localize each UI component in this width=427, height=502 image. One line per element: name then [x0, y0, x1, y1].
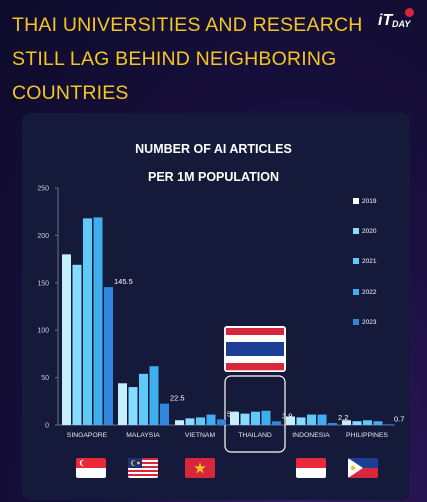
- bar-vietnam-2019: [175, 420, 184, 425]
- bar-malaysia-2021: [139, 373, 148, 425]
- x-tick-label-philippines: PHILIPPINES: [346, 432, 388, 439]
- bar-thailand-2023: [272, 421, 281, 425]
- legend-swatch-2019: [353, 198, 359, 204]
- bar-indonesia-2021: [307, 414, 316, 425]
- bar-philippines-2020: [352, 421, 362, 425]
- chart-title: NUMBER OF AI ARTICLES PER 1M POPULATION: [0, 135, 427, 191]
- x-tick-label-thailand: THAILAND: [238, 432, 272, 439]
- x-tick-label-vietnam: VIETNAM: [185, 432, 216, 439]
- bar-philippines-2019: [342, 420, 351, 425]
- brand-logo-it: iT: [378, 12, 393, 29]
- data-label-indonesia: 2.2: [338, 413, 348, 422]
- brand-logo-dot-icon: [405, 8, 414, 17]
- y-tick-label: 100: [37, 328, 49, 335]
- legend-label-2023: 2023: [362, 319, 377, 326]
- bar-philippines-2023: [384, 424, 393, 425]
- brand-logo: iT DAY: [376, 8, 416, 32]
- legend-swatch-2022: [353, 289, 359, 295]
- bar-malaysia-2020: [128, 387, 138, 425]
- bar-indonesia-2022: [317, 414, 327, 425]
- y-tick-label: 250: [37, 186, 49, 193]
- legend-swatch-2020: [353, 228, 359, 234]
- x-tick-label-malaysia: MALAYSIA: [126, 432, 160, 439]
- thailand-flag-stripe: [226, 342, 284, 350]
- data-label-singapore: 145.5: [114, 277, 133, 286]
- bar-philippines-2022: [373, 421, 383, 425]
- headline-line-2: STILL LAG BEHIND NEIGHBORING: [12, 48, 337, 70]
- bar-singapore-2020: [72, 264, 82, 425]
- thailand-flag-stripe: [226, 363, 284, 371]
- bar-malaysia-2022: [149, 366, 159, 425]
- legend-label-2019: 2019: [362, 198, 377, 205]
- bar-indonesia-2023: [328, 422, 337, 425]
- bar-vietnam-2022: [206, 414, 216, 425]
- bar-malaysia-2019: [118, 383, 127, 425]
- brand-logo-text: DAY: [392, 19, 411, 29]
- bar-thailand-2021: [251, 411, 260, 425]
- x-tick-label-singapore: SINGAPORE: [67, 432, 108, 439]
- bar-singapore-2023: [104, 287, 113, 425]
- bar-indonesia-2020: [296, 417, 306, 425]
- malaysia-flag: [128, 458, 158, 478]
- data-label-thailand: 3.9: [282, 411, 292, 420]
- singapore-flag: [76, 458, 106, 478]
- data-label-malaysia: 22.5: [170, 394, 185, 403]
- philippines-flag: [348, 458, 378, 478]
- bar-vietnam-2020: [185, 418, 195, 425]
- bar-singapore-2022: [93, 217, 103, 425]
- legend-swatch-2023: [353, 319, 359, 325]
- y-tick-label: 0: [45, 423, 49, 430]
- bar-philippines-2021: [363, 420, 372, 425]
- bar-vietnam-2023: [217, 419, 226, 425]
- headline: THAI UNIVERSITIES AND RESEARCH STILL LAG…: [12, 8, 372, 110]
- headline-line-1: THAI UNIVERSITIES AND RESEARCH: [12, 14, 363, 36]
- legend-label-2022: 2022: [362, 289, 377, 296]
- bar-indonesia-2019: [286, 416, 295, 425]
- bar-thailand-2022: [261, 410, 271, 425]
- bar-thailand-2019: [230, 411, 239, 425]
- vietnam-flag: [185, 458, 215, 478]
- legend-label-2021: 2021: [362, 258, 377, 265]
- bar-singapore-2019: [62, 254, 71, 425]
- x-tick-label-indonesia: INDONESIA: [292, 432, 330, 439]
- thailand-flag-stripe: [226, 328, 284, 336]
- thailand-flag-stripe: [226, 349, 284, 357]
- y-tick-label: 50: [41, 375, 49, 382]
- highlight-frame: [224, 375, 286, 453]
- indonesia-flag: [296, 458, 326, 478]
- thailand-flag-stripe: [226, 356, 284, 364]
- bar-singapore-2021: [83, 218, 92, 425]
- y-tick-label: 200: [37, 233, 49, 240]
- data-label-philippines: 0.7: [394, 414, 404, 423]
- legend-label-2020: 2020: [362, 228, 377, 235]
- chart-title-line-2: PER 1M POPULATION: [147, 170, 280, 184]
- legend-swatch-2021: [353, 258, 359, 264]
- bar-thailand-2020: [240, 413, 250, 425]
- chart-title-line-1: NUMBER OF AI ARTICLES: [135, 142, 292, 156]
- bar-vietnam-2021: [196, 417, 205, 425]
- y-tick-label: 150: [37, 280, 49, 287]
- thailand-flag-stripe: [226, 335, 284, 343]
- headline-line-3: COUNTRIES: [12, 82, 129, 104]
- bar-malaysia-2023: [160, 403, 169, 425]
